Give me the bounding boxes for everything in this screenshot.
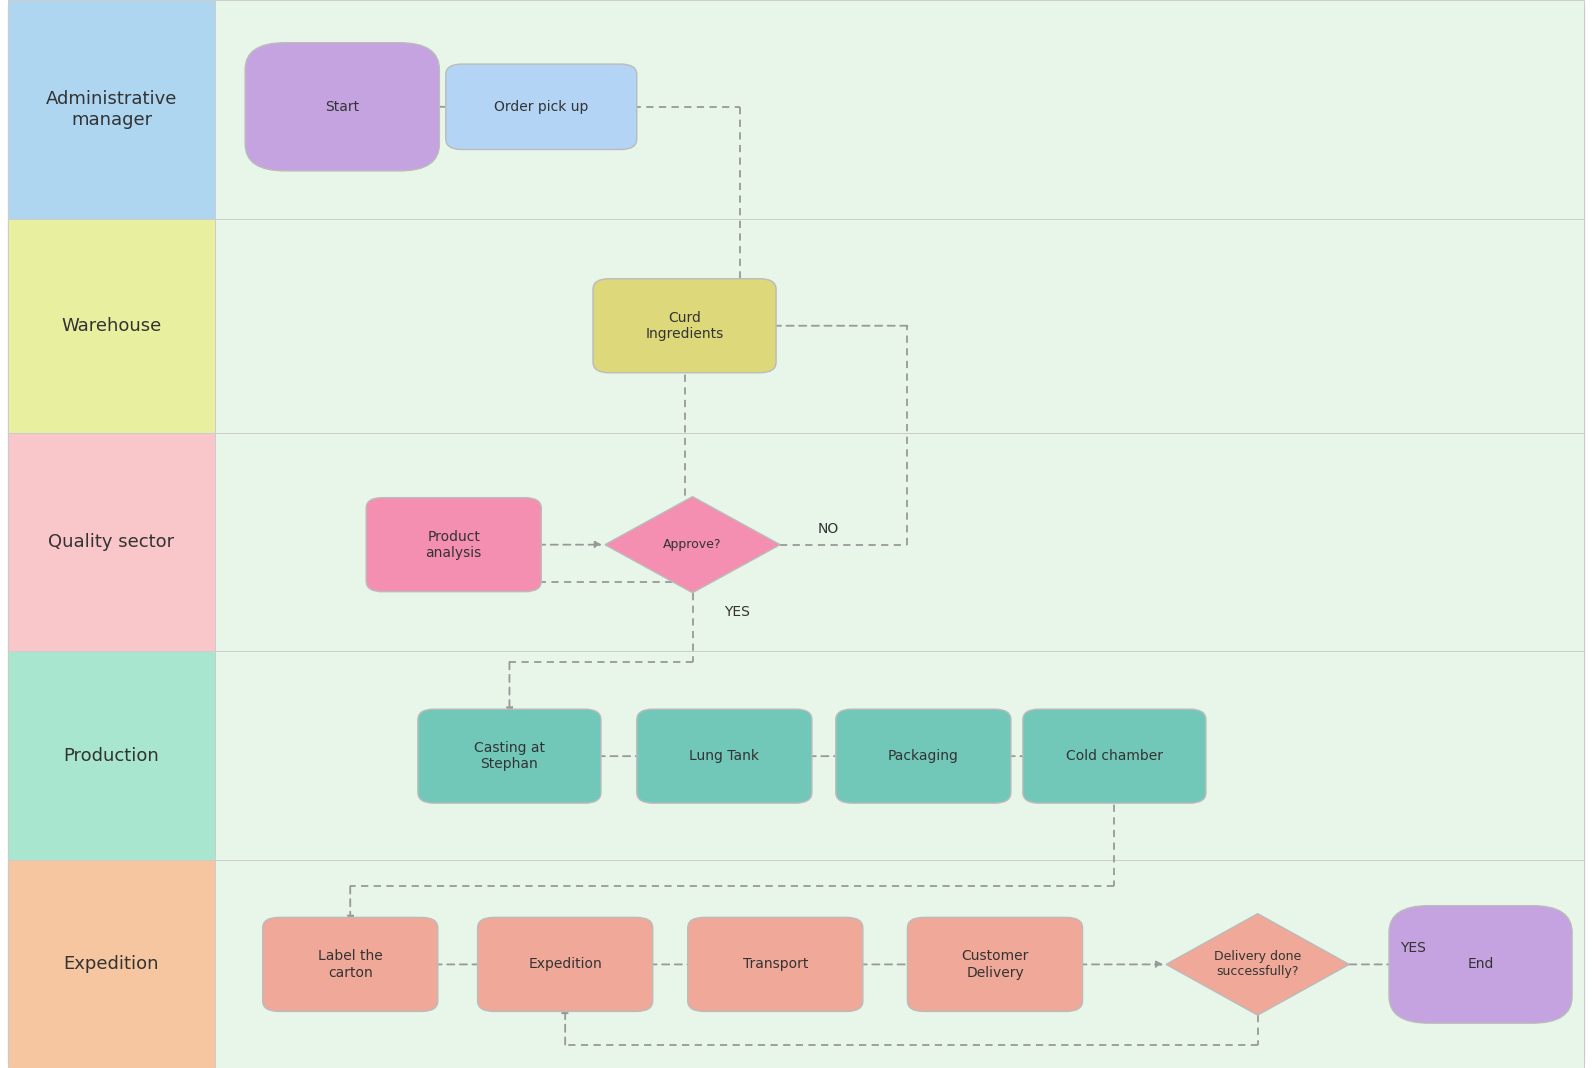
- FancyBboxPatch shape: [8, 219, 215, 433]
- FancyBboxPatch shape: [417, 709, 602, 803]
- FancyBboxPatch shape: [637, 709, 812, 803]
- FancyBboxPatch shape: [215, 651, 1584, 860]
- Text: Approve?: Approve?: [664, 538, 721, 551]
- FancyBboxPatch shape: [245, 43, 439, 171]
- FancyBboxPatch shape: [8, 433, 215, 651]
- FancyBboxPatch shape: [8, 651, 215, 860]
- Text: Curd
Ingredients: Curd Ingredients: [645, 311, 724, 341]
- Text: End: End: [1468, 957, 1493, 972]
- Text: Delivery done
successfully?: Delivery done successfully?: [1215, 951, 1301, 978]
- Text: NO: NO: [817, 521, 839, 536]
- Polygon shape: [1165, 913, 1350, 1015]
- Text: Transport: Transport: [742, 957, 809, 972]
- FancyBboxPatch shape: [263, 917, 438, 1011]
- Text: Start: Start: [325, 99, 360, 114]
- Polygon shape: [605, 497, 780, 593]
- Text: Expedition: Expedition: [64, 955, 159, 973]
- Text: Order pick up: Order pick up: [494, 99, 589, 114]
- Text: Customer
Delivery: Customer Delivery: [962, 949, 1028, 979]
- FancyBboxPatch shape: [215, 0, 1584, 219]
- Text: Casting at
Stephan: Casting at Stephan: [474, 741, 544, 771]
- FancyBboxPatch shape: [8, 0, 215, 219]
- FancyBboxPatch shape: [446, 64, 637, 150]
- FancyBboxPatch shape: [1022, 709, 1207, 803]
- FancyBboxPatch shape: [688, 917, 863, 1011]
- FancyBboxPatch shape: [215, 219, 1584, 433]
- Text: Lung Tank: Lung Tank: [689, 749, 759, 764]
- FancyBboxPatch shape: [907, 917, 1083, 1011]
- Text: Administrative
manager: Administrative manager: [46, 90, 177, 129]
- Text: Product
analysis: Product analysis: [425, 530, 482, 560]
- FancyBboxPatch shape: [366, 498, 541, 592]
- FancyBboxPatch shape: [836, 709, 1011, 803]
- Text: Warehouse: Warehouse: [62, 317, 161, 334]
- FancyBboxPatch shape: [8, 5, 1584, 1063]
- Text: Label the
carton: Label the carton: [318, 949, 382, 979]
- Text: Packaging: Packaging: [888, 749, 958, 764]
- FancyBboxPatch shape: [1388, 906, 1573, 1023]
- FancyBboxPatch shape: [8, 860, 215, 1068]
- Text: YES: YES: [724, 604, 750, 619]
- FancyBboxPatch shape: [592, 279, 777, 373]
- Text: Production: Production: [64, 747, 159, 765]
- Text: Expedition: Expedition: [529, 957, 602, 972]
- FancyBboxPatch shape: [215, 860, 1584, 1068]
- Text: YES: YES: [1399, 941, 1426, 956]
- FancyBboxPatch shape: [478, 917, 653, 1011]
- Text: Quality sector: Quality sector: [48, 533, 175, 551]
- FancyBboxPatch shape: [215, 433, 1584, 651]
- Text: Cold chamber: Cold chamber: [1067, 749, 1162, 764]
